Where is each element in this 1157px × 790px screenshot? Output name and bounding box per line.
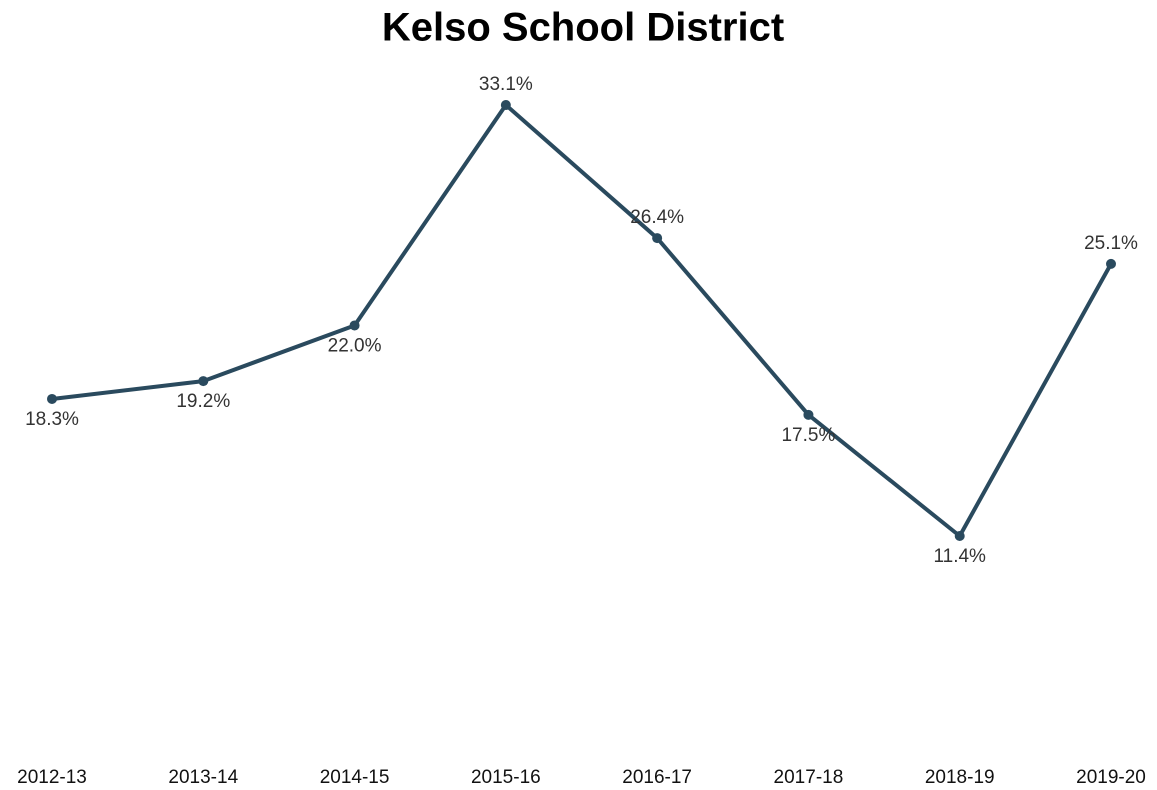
x-tick-label: 2017-18 bbox=[774, 767, 844, 788]
data-label: 25.1% bbox=[1084, 233, 1138, 254]
point bbox=[500, 100, 511, 110]
point bbox=[349, 320, 360, 331]
x-tick-label: 2018-19 bbox=[925, 767, 995, 788]
point bbox=[1106, 258, 1116, 269]
point bbox=[47, 393, 57, 404]
data-label: 26.4% bbox=[630, 207, 684, 228]
data-label: 33.1% bbox=[479, 74, 533, 95]
x-tick-label: 2014-15 bbox=[320, 767, 390, 788]
data-label: 19.2% bbox=[176, 391, 230, 412]
line bbox=[51, 103, 1113, 538]
data-label: 11.4% bbox=[933, 546, 986, 567]
x-tick-label: 2019-20 bbox=[1076, 767, 1146, 788]
x-tick-label: 2013-14 bbox=[168, 767, 238, 788]
point bbox=[954, 531, 965, 541]
data-label: 18.3% bbox=[25, 409, 79, 430]
point bbox=[803, 409, 814, 420]
chart-title: Kelso School District bbox=[382, 6, 784, 50]
data-label: 17.5% bbox=[781, 425, 835, 446]
x-tick-label: 2016-17 bbox=[622, 767, 692, 788]
point bbox=[652, 233, 663, 244]
point bbox=[198, 376, 209, 387]
x-tick-label: 2015-16 bbox=[471, 767, 541, 788]
data-label: 22.0% bbox=[328, 335, 382, 356]
x-tick-label: 2012-13 bbox=[17, 767, 87, 788]
